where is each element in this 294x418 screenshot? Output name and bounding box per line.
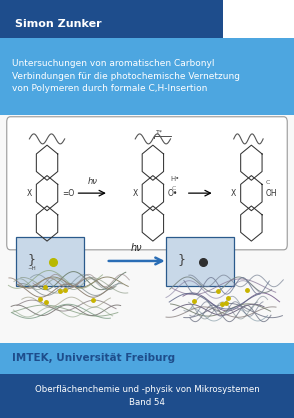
Text: hν: hν xyxy=(131,243,143,253)
Text: X: X xyxy=(26,189,32,198)
Text: OH: OH xyxy=(265,189,277,198)
Text: hν: hν xyxy=(87,177,97,186)
FancyBboxPatch shape xyxy=(16,237,84,286)
Bar xyxy=(0,0,223,48)
Text: ~H: ~H xyxy=(27,266,36,271)
Text: Untersuchungen von aromatischen Carbonyl
Verbindungen für die photochemische Ver: Untersuchungen von aromatischen Carbonyl… xyxy=(12,59,240,93)
Text: C: C xyxy=(265,180,270,185)
Text: C: C xyxy=(172,186,176,191)
Text: }: } xyxy=(27,253,35,266)
Text: =O: =O xyxy=(62,189,75,198)
FancyBboxPatch shape xyxy=(7,117,287,250)
Text: O•: O• xyxy=(168,189,178,198)
Bar xyxy=(0,374,294,418)
Text: X: X xyxy=(231,189,236,198)
Text: Simon Zunker: Simon Zunker xyxy=(15,19,101,29)
Bar xyxy=(0,38,294,115)
Bar xyxy=(0,115,294,343)
Text: }: } xyxy=(177,253,185,266)
Text: H•: H• xyxy=(171,176,180,181)
Text: T*: T* xyxy=(156,130,163,135)
Text: Oberflächenchemie und -physik von Mikrosystemen
Band 54: Oberflächenchemie und -physik von Mikros… xyxy=(35,385,259,407)
Text: IMTEK, Universität Freiburg: IMTEK, Universität Freiburg xyxy=(12,354,175,363)
Bar xyxy=(0,343,294,374)
Text: X: X xyxy=(132,189,138,198)
FancyBboxPatch shape xyxy=(166,237,234,286)
